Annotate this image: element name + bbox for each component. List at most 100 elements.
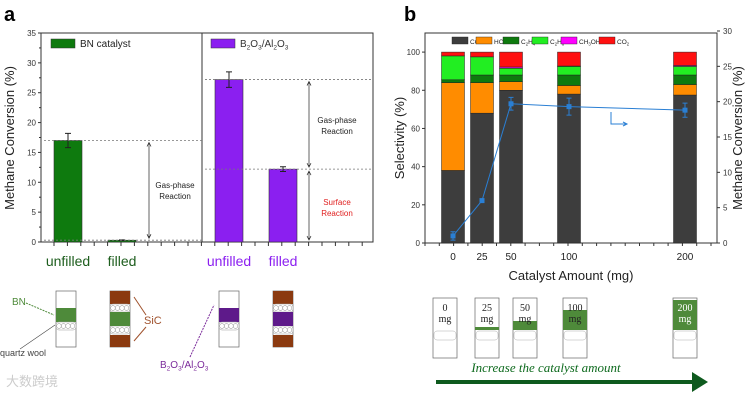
sic-layer: [110, 335, 130, 347]
y-tick-label: 5: [32, 208, 37, 217]
catalyst-layer: [563, 310, 587, 330]
wool-coil: [282, 305, 288, 311]
wool-coil: [273, 305, 279, 311]
x-tick-label: 50: [505, 252, 517, 263]
bar-segment-c2h4: [673, 74, 697, 85]
y2-tick-label: 30: [723, 27, 732, 36]
quartz-wool: [475, 330, 499, 341]
tube-amount: 25: [482, 303, 492, 314]
annotation-gas-phase: Reaction: [159, 192, 191, 201]
tube-unit: mg: [679, 314, 692, 325]
annotation-gas-phase: Gas-phase: [317, 116, 357, 125]
wool-coil: [119, 327, 125, 333]
bar-segment-hcho: [441, 82, 465, 171]
y2-tick-label: 20: [723, 98, 732, 107]
tube-amount: 200: [678, 303, 693, 314]
bar-segment-co: [499, 90, 523, 244]
annotation-gas-phase: Reaction: [321, 127, 353, 136]
pointer-arrow: [133, 296, 147, 342]
x-category-label: filled: [108, 253, 137, 269]
y2-tick-label: 15: [723, 133, 732, 142]
bar-segment-co: [557, 93, 581, 244]
legend-swatch: [598, 36, 616, 45]
tube-unit: mg: [439, 314, 452, 325]
y-tick-label: 40: [411, 163, 420, 172]
bar-segment-c2h4: [557, 74, 581, 86]
wool-coil: [232, 323, 239, 329]
bar-segment-c2h4: [499, 74, 523, 82]
pointer-arrow: [25, 302, 55, 316]
wool-coil: [219, 323, 225, 329]
wool-coil: [110, 305, 116, 311]
bar-segment-hcho: [470, 82, 494, 114]
wool-coil: [123, 305, 130, 311]
bar-segment-c2h6: [673, 66, 697, 76]
legend-swatch-b2o3: [210, 38, 236, 49]
y2-tick-label: 5: [723, 204, 728, 213]
annotation-surface: Reaction: [321, 209, 353, 218]
bar-segment-c2h6: [557, 66, 581, 76]
y-tick-label: 0: [32, 238, 37, 247]
tube-amount: 100: [568, 303, 583, 314]
tube-unit: mg: [569, 314, 582, 325]
wool-coil: [114, 327, 121, 333]
legend-label: CO: [470, 39, 480, 46]
y-tick-label: 35: [27, 29, 36, 38]
x-category-label: unfilled: [207, 253, 251, 269]
wool-coil: [114, 305, 121, 311]
catalyst-layer: [513, 321, 537, 330]
label-bn: BN: [12, 297, 26, 308]
watermark: 大数跨境: [6, 374, 58, 389]
tube-unit: mg: [519, 314, 532, 325]
wool-coil: [282, 327, 288, 333]
schematic-a: BN SiC quartz wool B2O3/Al2O3 大数跨境: [0, 290, 294, 389]
legend-swatch: [475, 36, 493, 45]
x-tick-label: 100: [561, 252, 578, 263]
right-axis-indicator-arrow: [610, 112, 629, 127]
reactor-tube: [432, 297, 458, 359]
legend-swatch: [531, 36, 549, 45]
wool-coil: [123, 327, 130, 333]
panel-a-chart: 0 5 10 15 20 25 30 35 Methane Conversion (%) unfi…: [2, 29, 374, 269]
quartz-wool: [513, 330, 537, 341]
legend-label-b2o3: B2O3/Al2O3: [240, 39, 289, 52]
quartz-wool: [673, 330, 697, 341]
label-b2o3: B2O3/Al2O3: [160, 360, 209, 373]
bar-segment-co2: [470, 51, 494, 58]
annotation-surface: Surface: [323, 198, 351, 207]
y-tick-label: 0: [416, 239, 421, 248]
legend-swatch-bn: [50, 38, 76, 49]
catalyst-layer: [475, 327, 499, 330]
x-tick-label: 25: [476, 252, 488, 263]
y-tick-label: 80: [411, 86, 420, 95]
bar-segment-hcho: [673, 84, 697, 96]
bar-segment-hcho: [499, 81, 523, 91]
wool-coil: [119, 305, 125, 311]
x-tick-label: 200: [677, 252, 694, 263]
legend-label: CO2: [617, 39, 630, 47]
double-arrow: [306, 170, 312, 241]
bar-filled: [268, 168, 298, 243]
catalyst-layer: [219, 308, 239, 322]
conversion-point: [508, 101, 514, 107]
bar-segment-c2h6: [499, 68, 523, 76]
bar-unfilled: [214, 79, 244, 243]
catalyst-layer: [273, 312, 293, 326]
x-tick-label: 0: [450, 252, 456, 263]
bar-segment-c2h4: [470, 74, 494, 83]
x-category-label: filled: [269, 253, 298, 269]
arrow-caption: Increase the catalyst amount: [470, 360, 621, 375]
y-tick-label: 20: [411, 201, 420, 210]
annotation-gas-phase: Gas-phase: [155, 181, 195, 190]
x-category-label: unfilled: [46, 253, 90, 269]
conversion-point: [566, 104, 572, 110]
y-tick-label: 10: [27, 178, 36, 187]
wool-coil: [65, 323, 71, 329]
y2-tick-label: 25: [723, 62, 732, 71]
bar-segment-co2: [499, 51, 523, 68]
catalyst-layer: [110, 312, 130, 326]
wool-coil: [286, 327, 293, 333]
bar-segment-co2: [557, 51, 581, 67]
quartz-wool: [563, 330, 587, 341]
